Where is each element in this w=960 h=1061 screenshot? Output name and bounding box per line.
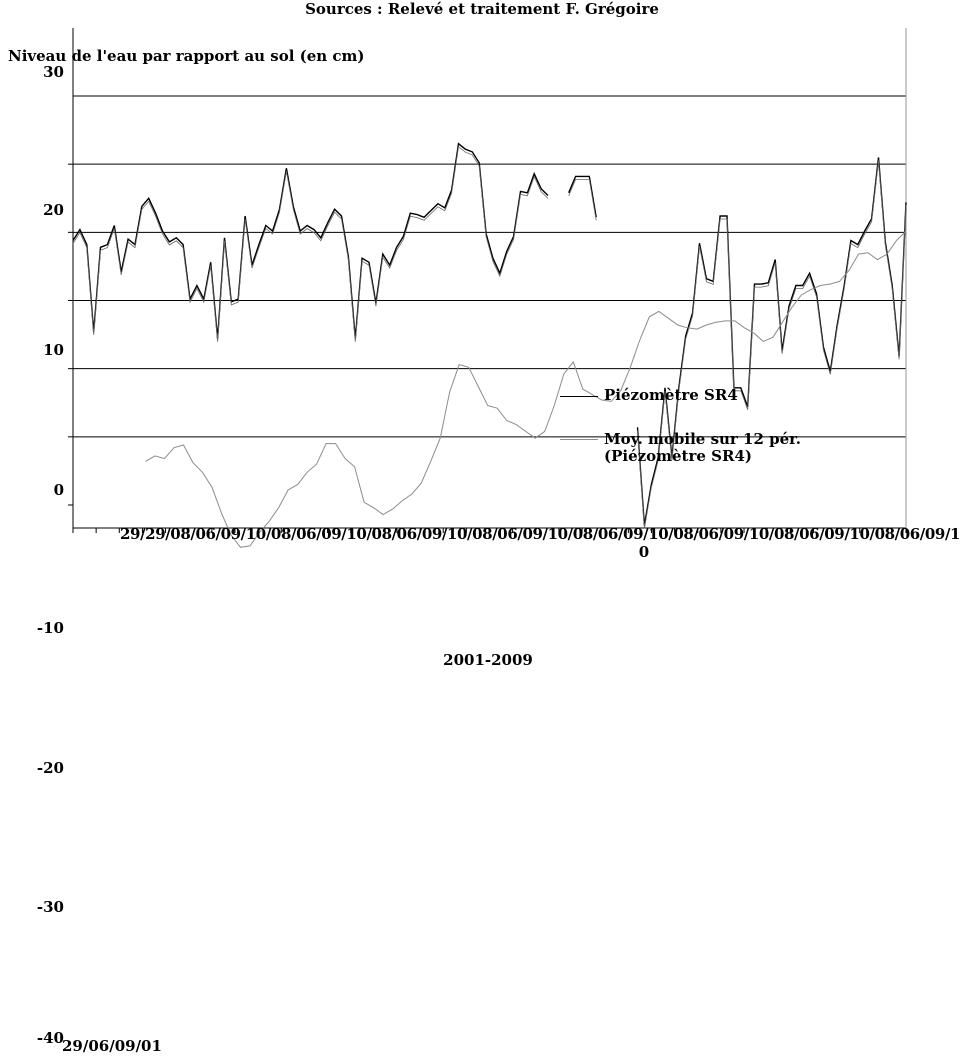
x-tick-labels: 29/29/08/06/09/10/08/06/09/10/08/06/09/1… (120, 525, 960, 543)
y-tick-label: -30 (36, 898, 64, 916)
y-tick-label: -10 (36, 619, 64, 637)
chart-title: Sources : Relevé et traitement F. Grégoi… (305, 0, 659, 18)
x-axis-ticks (72, 528, 907, 533)
y-tick-label: 0 (53, 481, 64, 499)
legend-item-moyenne-mobile: Moy. mobile sur 12 pér. (Piézomètre SR4) (560, 431, 900, 465)
legend-label: Piézomètre SR4 (604, 386, 738, 404)
x-axis-label: 2001-2009 (443, 651, 533, 669)
series-line-piezometre-shadow (568, 178, 597, 221)
series-group (72, 142, 907, 548)
x-bottom-date-label: 29/06/09/01 (62, 1037, 162, 1055)
series-line-piezometre-shadow (637, 160, 907, 529)
series-line-piezometre (72, 142, 549, 339)
y-tick-label: 20 (43, 201, 64, 219)
series-line-piezometre (568, 175, 597, 218)
legend-swatch-gray (560, 439, 598, 440)
legend-label: Moy. mobile sur 12 pér. (Piézomètre SR4) (604, 430, 801, 465)
legend-swatch-black (560, 395, 598, 397)
series-line-piezometre-shadow (72, 145, 549, 342)
y-tick-label: -20 (36, 759, 64, 777)
y-tick-label: 10 (43, 341, 64, 359)
legend-item-piezometre: Piézomètre SR4 (560, 386, 738, 404)
series-line-moving-average (145, 230, 907, 548)
y-tick-label: -40 (36, 1029, 64, 1047)
y-axis-label: Niveau de l'eau par rapport au sol (en c… (8, 47, 365, 65)
x-tick-extra: 0 (638, 543, 650, 561)
y-tick-label: 30 (43, 63, 64, 81)
series-line-piezometre (636, 157, 907, 526)
gridlines (68, 95, 906, 506)
